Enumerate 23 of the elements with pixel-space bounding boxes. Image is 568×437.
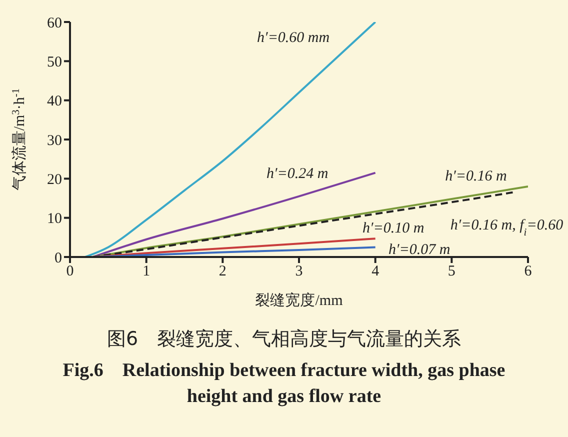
series-label: h′=0.07 m <box>388 242 450 258</box>
x-tick-label: 0 <box>66 264 74 280</box>
x-tick-label: 4 <box>372 264 380 280</box>
series-label: h′=0.24 m <box>266 166 328 182</box>
y-tick-label: 20 <box>47 172 62 188</box>
y-tick-label: 40 <box>47 94 62 110</box>
x-tick-label: 5 <box>448 264 456 280</box>
y-tick-label: 30 <box>47 132 62 149</box>
text: 图6 裂缝宽度、气相高度与气流量的关系 <box>106 327 462 352</box>
x-tick-label: 1 <box>142 264 150 280</box>
y-tick-label: 0 <box>54 250 62 266</box>
y-tick-label: 60 <box>47 15 62 32</box>
x-axis-title: 裂缝宽度/mm <box>255 292 344 309</box>
series-label: h′=0.16 m, f$_{i}$=0.60 <box>450 217 564 238</box>
text: Fig.6 Relationship between fracture width, gas phase height and gas flow rate <box>62 359 506 409</box>
series-label: h′=0.60 mm <box>257 30 330 46</box>
x-tick-label: 2 <box>218 264 226 280</box>
series-label: h′=0.16 m <box>445 168 508 184</box>
y-tick-label: 50 <box>47 54 62 70</box>
series-label: h′=0.10 m <box>362 220 424 237</box>
y-tick-label: 10 <box>47 211 62 228</box>
x-tick-label: 3 <box>295 264 303 280</box>
x-tick-label: 6 <box>524 264 532 280</box>
